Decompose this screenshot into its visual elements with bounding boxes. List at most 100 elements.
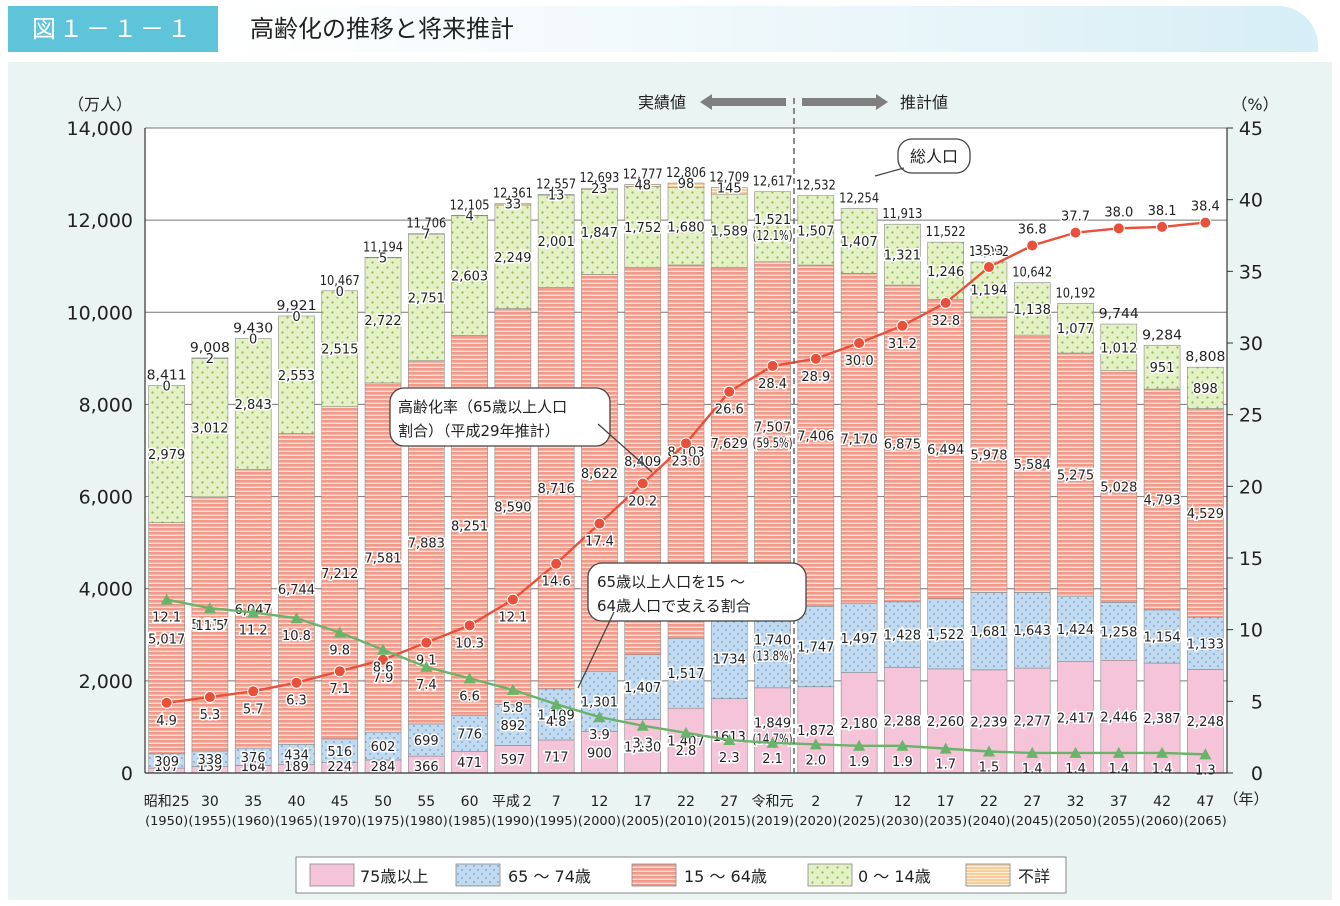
segment-value-label: 1,740 bbox=[754, 634, 791, 649]
segment-value-label: 8,251 bbox=[451, 519, 488, 534]
aging-rate-value-label: 30.0 bbox=[845, 354, 874, 369]
total-value-label: 12,709 bbox=[709, 170, 749, 185]
support-ratio-point bbox=[290, 612, 303, 624]
segment-value-label: 434 bbox=[284, 748, 309, 763]
bar-segment-65-74 bbox=[970, 592, 1008, 671]
x-tick-label: 37 bbox=[1110, 794, 1128, 810]
legend-swatch-75 bbox=[309, 863, 355, 887]
aging-rate-value-label: 23.0 bbox=[672, 454, 701, 469]
y2-tick-label: 35 bbox=[1239, 261, 1263, 283]
support-ratio-point bbox=[1112, 746, 1125, 758]
bar-segment-unknown bbox=[537, 194, 575, 196]
total-value-label: 11,913 bbox=[882, 207, 922, 222]
segment-value-label: 1,428 bbox=[884, 629, 921, 644]
segment-value-label: 1,194 bbox=[970, 283, 1007, 298]
total-value-label: 12,777 bbox=[623, 167, 663, 182]
legend-label-75: 75歳以上 bbox=[360, 867, 428, 886]
bar-segment-0-14 bbox=[624, 186, 662, 268]
segment-value-label: 1,012 bbox=[1100, 341, 1137, 356]
bar-segment-75 bbox=[797, 686, 835, 774]
support-ratio-point bbox=[680, 726, 692, 738]
segment-value-label: 2,603 bbox=[451, 269, 488, 284]
segment-value-label: 8,409 bbox=[624, 455, 661, 470]
x-tick-year: (2015) bbox=[708, 814, 751, 828]
segment-value-label: 1,752 bbox=[624, 221, 661, 236]
x-tick-year: (2005) bbox=[621, 814, 664, 828]
bar-segment-65-74 bbox=[1057, 595, 1094, 662]
segment-value-label: 1,407 bbox=[667, 735, 704, 750]
bar-segment-75 bbox=[927, 668, 964, 774]
bar-segment-0-14 bbox=[710, 193, 748, 268]
aging-rate-pointer bbox=[597, 423, 653, 473]
segment-value-label: 7,170 bbox=[841, 432, 878, 447]
support-ratio-value-label: 1.3 bbox=[1195, 763, 1216, 778]
y2-tick-label: 30 bbox=[1239, 333, 1263, 355]
support-ratio-value-label: 6.6 bbox=[459, 689, 480, 704]
x-tick-year: (1955) bbox=[188, 814, 231, 828]
y-tick-label: 8,000 bbox=[79, 394, 133, 416]
support-ratio-point bbox=[896, 739, 909, 751]
x-tick-year: (2050) bbox=[1054, 814, 1097, 828]
bar-segment-unknown bbox=[494, 203, 532, 206]
segment-value-label: 2,553 bbox=[278, 369, 315, 384]
segment-value-label: 2,277 bbox=[1014, 715, 1051, 730]
segment-value-label: 0 bbox=[292, 310, 300, 325]
aging-rate-value-label: 5.7 bbox=[243, 702, 264, 717]
segment-value-label: 338 bbox=[198, 753, 223, 768]
aging-rate-point bbox=[939, 296, 952, 309]
y2-tick-label: 10 bbox=[1239, 620, 1263, 642]
segment-value-label: 951 bbox=[1150, 361, 1175, 376]
segment-value-label: 1,246 bbox=[927, 265, 964, 280]
bar-segment-0-14 bbox=[840, 208, 878, 274]
bar-segment-65-74 bbox=[1013, 592, 1051, 669]
y2-tick-label: 20 bbox=[1239, 476, 1263, 498]
segment-value-label: 5,017 bbox=[148, 632, 185, 647]
aging-rate-point bbox=[1026, 239, 1039, 252]
bar-segment-75 bbox=[581, 731, 618, 774]
bar-segment-unknown bbox=[364, 256, 402, 259]
aging-rate-point bbox=[593, 517, 606, 530]
bar-segment-75 bbox=[884, 667, 921, 774]
bar-segment-15-64 bbox=[970, 316, 1008, 593]
bar-segment-65-74 bbox=[1100, 602, 1138, 661]
bar-segment-65-74 bbox=[364, 731, 402, 761]
support-ratio-value-label: 11.2 bbox=[239, 623, 268, 638]
segment-value-label: 0 bbox=[249, 333, 257, 348]
segment-value-label: 2,387 bbox=[1143, 712, 1180, 727]
segment-value-label: 1,109 bbox=[538, 708, 575, 723]
bar-segment-65-74 bbox=[494, 704, 532, 746]
support-ratio-point bbox=[939, 742, 952, 754]
aging-rate-value-label: 31.2 bbox=[888, 337, 917, 352]
segment-value-label: 309 bbox=[154, 755, 179, 770]
total-value-label: 12,254 bbox=[839, 191, 879, 206]
segment-value-label: 2,515 bbox=[321, 343, 358, 358]
support-ratio-point bbox=[203, 602, 216, 614]
support-ratio-label-1: 65歳以上人口を15 ～ bbox=[597, 573, 745, 591]
projected-arrow-icon bbox=[802, 94, 888, 110]
segment-value-label: (59.5%) bbox=[753, 437, 793, 452]
bar-segment-75 bbox=[754, 687, 791, 774]
support-ratio-value-label: 2.8 bbox=[676, 744, 697, 759]
x-tick-year: (2040) bbox=[967, 814, 1010, 828]
bar-segment-65-74 bbox=[1187, 616, 1224, 670]
x-tick-label: 27 bbox=[1023, 794, 1041, 810]
aging-rate-value-label: 38.0 bbox=[1104, 205, 1133, 220]
support-ratio-callout bbox=[587, 562, 807, 622]
support-ratio-point bbox=[247, 606, 260, 618]
x-tick-year: (1960) bbox=[232, 814, 275, 828]
aging-rate-point bbox=[766, 359, 779, 372]
segment-value-label: (12.1%) bbox=[753, 229, 793, 244]
aging-rate-point bbox=[333, 665, 346, 678]
aging-rate-point bbox=[420, 636, 433, 649]
segment-value-label: 1,321 bbox=[884, 249, 921, 264]
support-ratio-point bbox=[1069, 746, 1082, 758]
x-tick-year: (1980) bbox=[405, 814, 448, 828]
support-ratio-point bbox=[1199, 748, 1212, 760]
support-ratio-point bbox=[723, 734, 736, 746]
segment-value-label: 2,260 bbox=[927, 715, 964, 730]
x-tick-year: (1950) bbox=[145, 814, 188, 828]
aging-rate-point bbox=[247, 685, 260, 698]
aging-rate-value-label: 20.2 bbox=[628, 494, 657, 509]
segment-value-label: 6,494 bbox=[927, 443, 964, 458]
